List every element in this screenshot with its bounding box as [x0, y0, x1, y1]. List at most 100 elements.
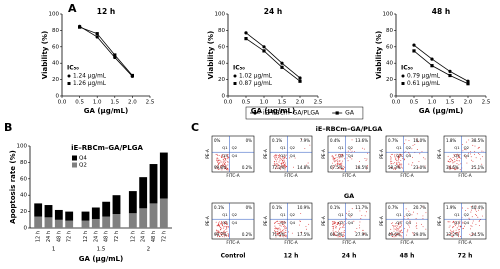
event-dot	[305, 225, 307, 227]
y-axis-title: Apoptosis rate (%)	[9, 150, 17, 224]
x-tick-label: 2.0	[464, 100, 473, 106]
series-line	[413, 50, 469, 85]
event-dot	[408, 224, 410, 226]
row-title: GA	[344, 192, 354, 200]
event-dot	[395, 159, 397, 161]
event-dot	[411, 164, 413, 166]
x-axis-title: GA (μg/mL)	[84, 107, 128, 115]
y-tick-label: 100	[383, 12, 394, 18]
quadrant-name: Q1	[396, 145, 402, 150]
quadrant-percent: 0.7%	[388, 138, 398, 143]
x-tick-label: 0.5	[242, 100, 251, 106]
event-dot	[406, 234, 407, 236]
x-tick-label: 48 h	[104, 231, 110, 242]
event-dot	[478, 220, 480, 222]
x-tick-label: 0.0	[224, 100, 233, 106]
event-dot	[335, 227, 337, 229]
y-tick-label: 20	[218, 77, 225, 83]
event-dot	[219, 227, 221, 229]
event-dot	[365, 168, 367, 170]
event-dot	[468, 139, 470, 141]
event-dot	[397, 232, 399, 234]
event-dot	[337, 161, 338, 162]
event-dot	[282, 230, 284, 232]
event-dot	[341, 162, 343, 164]
event-dot	[284, 166, 286, 168]
event-dot	[470, 153, 472, 155]
event-dot	[394, 162, 396, 164]
event-dot	[360, 218, 362, 219]
event-dot	[281, 165, 283, 167]
quadrant-name: Q1	[338, 145, 344, 150]
event-dot	[454, 223, 456, 225]
event-dot	[219, 221, 220, 223]
marker	[95, 35, 99, 39]
event-dot	[338, 163, 340, 165]
ic50-title: IC₅₀	[401, 65, 413, 72]
event-dot	[398, 159, 400, 161]
marker	[67, 74, 71, 78]
event-dot	[451, 230, 453, 232]
event-dot	[448, 226, 450, 228]
event-dot	[339, 236, 340, 238]
event-dot	[283, 233, 285, 235]
x-axis-title: FITC-A	[458, 240, 471, 245]
bar-segment	[159, 152, 168, 199]
bar-segment	[91, 207, 100, 219]
event-dot	[342, 160, 344, 162]
event-dot	[333, 160, 335, 162]
x-axis-title: FITC-A	[342, 173, 355, 178]
marker	[262, 45, 266, 49]
x-axis-title: FITC-A	[284, 240, 297, 245]
event-dot	[455, 221, 457, 223]
quadrant-name: Q1	[280, 212, 286, 217]
event-dot	[472, 144, 474, 146]
event-dot	[408, 163, 410, 165]
event-dot	[459, 169, 461, 171]
plot-frame	[327, 135, 371, 173]
ic50-value: 1.02 μg/mL	[239, 74, 273, 80]
ic50-value: 0.61 μg/mL	[407, 81, 441, 87]
legend-swatch	[72, 155, 77, 161]
event-dot	[224, 235, 226, 236]
event-dot	[398, 166, 400, 168]
event-dot	[474, 209, 476, 211]
event-dot	[402, 156, 404, 158]
event-dot	[412, 144, 414, 146]
event-dot	[359, 227, 361, 229]
event-dot	[217, 160, 219, 162]
event-dot	[448, 166, 450, 168]
event-dot	[453, 230, 455, 232]
event-dot	[277, 231, 279, 232]
event-dot	[342, 226, 343, 228]
event-dot	[452, 227, 453, 229]
event-dot	[277, 167, 279, 169]
event-dot	[283, 220, 285, 222]
event-dot	[276, 167, 278, 169]
bar-segment	[91, 218, 100, 228]
y-tick-label: 100	[49, 12, 60, 18]
event-dot	[453, 226, 455, 228]
event-dot	[215, 168, 217, 170]
quadrant-name: Q2	[232, 212, 238, 217]
event-dot	[455, 222, 457, 224]
event-dot	[459, 222, 461, 224]
event-dot	[283, 165, 285, 167]
event-dot	[224, 167, 226, 169]
event-dot	[456, 158, 458, 160]
marker	[280, 65, 284, 69]
event-dot	[391, 167, 393, 169]
quadrant-percent: 49.6%	[388, 232, 401, 237]
quadrant-name: Q2	[464, 145, 470, 150]
event-dot	[338, 163, 340, 165]
event-dot	[304, 148, 306, 149]
quadrant-percent: 0.2%	[242, 232, 252, 237]
event-dot	[450, 165, 451, 167]
event-dot	[398, 231, 400, 233]
event-dot	[225, 223, 227, 225]
quadrant-name: Q4	[406, 153, 412, 158]
event-dot	[449, 169, 451, 171]
quadrant-percent: 23.0%	[413, 165, 426, 170]
event-dot	[452, 226, 454, 228]
event-dot	[416, 222, 418, 224]
